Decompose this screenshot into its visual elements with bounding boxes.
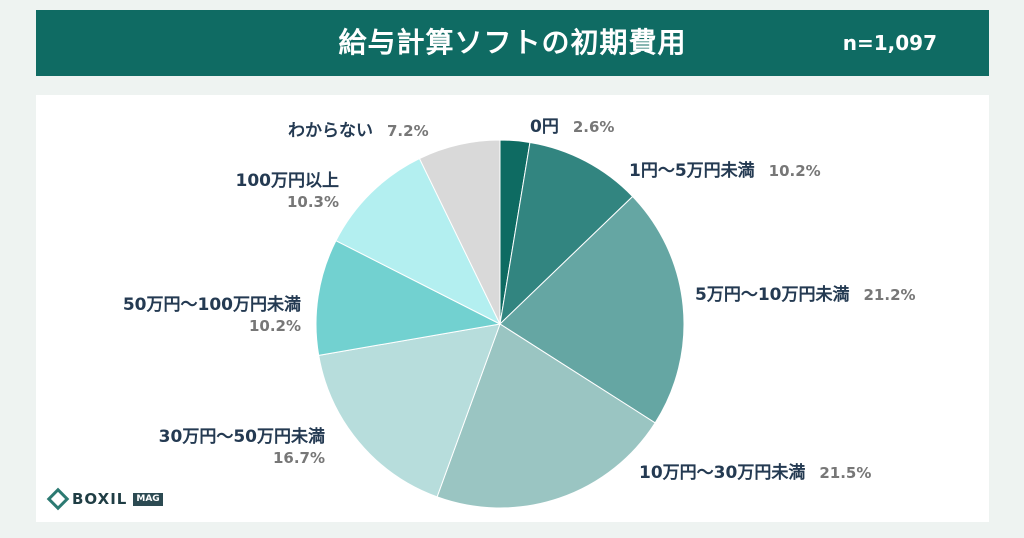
slice-name: 10万円〜30万円未満: [639, 463, 806, 483]
slice-label-1: 1円〜5万円未満 10.2%: [629, 156, 821, 181]
pie-slice-4: [318, 323, 501, 498]
logo-diamond-icon: [46, 487, 70, 511]
pie-slice-5: [315, 239, 502, 356]
boxil-logo: BOXIL MAG: [46, 487, 163, 511]
slice-percent: 10.2%: [768, 162, 821, 180]
slice-name: わからない: [288, 121, 373, 141]
slice-label-4: 30万円〜50万円未満 16.7%: [159, 422, 325, 467]
slice-label-0: 0円 2.6%: [530, 112, 614, 137]
slice-label-6: 100万円以上 10.3%: [236, 166, 340, 211]
chart-title: 給与計算ソフトの初期費用: [338, 26, 687, 59]
slice-name: 1円〜5万円未満: [629, 161, 755, 181]
slice-label-2: 5万円〜10万円未満 21.2%: [695, 280, 916, 305]
slice-name: 0円: [530, 117, 559, 137]
pie-slice-3: [436, 323, 656, 509]
slice-percent: 2.6%: [572, 118, 615, 136]
slice-label-5: 50万円〜100万円未満 10.2%: [123, 290, 301, 335]
slice-percent: 21.5%: [819, 464, 872, 482]
slice-name: 30万円〜50万円未満: [158, 427, 325, 447]
title-bar: 給与計算ソフトの初期費用 n=1,097: [36, 10, 989, 76]
slice-name: 5万円〜10万円未満: [695, 285, 850, 305]
sample-size: n=1,097: [842, 31, 937, 55]
slice-percent: 21.2%: [863, 286, 916, 304]
slice-name: 50万円〜100万円未満: [122, 295, 301, 315]
slice-percent: 10.2%: [248, 317, 301, 335]
slice-label-3: 10万円〜30万円未満 21.5%: [639, 458, 871, 483]
pie-slice-7: [418, 139, 501, 325]
pie-slice-6: [335, 157, 502, 326]
chart-card: 0円 2.6% 1円〜5万円未満 10.2% 5万円〜10万円未満 21.2% 10万…: [36, 95, 989, 522]
slice-name: 100万円以上: [235, 171, 340, 191]
logo-badge: MAG: [133, 492, 163, 506]
logo-text: BOXIL: [72, 490, 128, 508]
slice-percent: 16.7%: [272, 449, 325, 467]
slice-label-7: わからない 7.2%: [288, 116, 429, 141]
slice-percent: 10.3%: [286, 193, 339, 211]
slice-percent: 7.2%: [387, 122, 429, 140]
pie-slice-1: [499, 141, 634, 326]
pie-chart: [315, 139, 685, 509]
pie-slice-2: [499, 195, 685, 424]
